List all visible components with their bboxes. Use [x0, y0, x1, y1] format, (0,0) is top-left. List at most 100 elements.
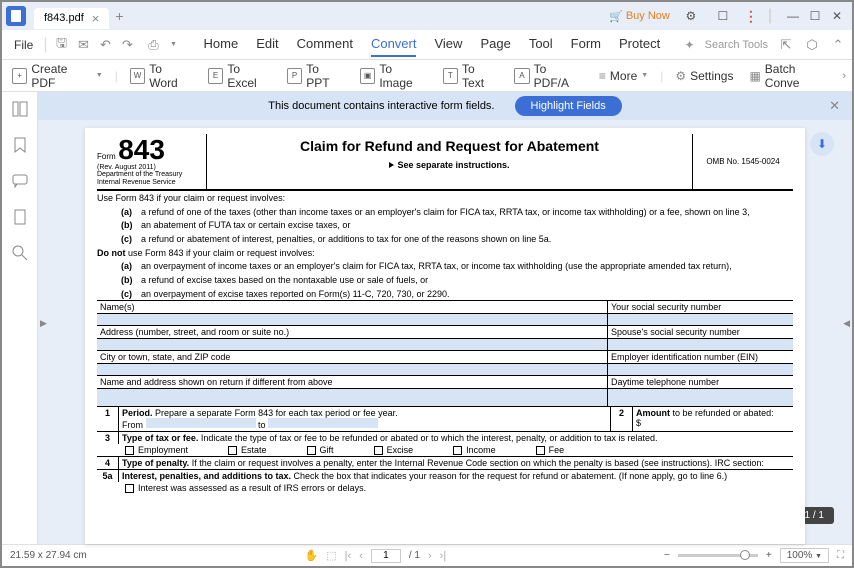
line-3: 3 [97, 432, 119, 444]
gift-icon[interactable]: ⚙ [680, 5, 702, 27]
zoom-out-icon[interactable]: − [664, 550, 670, 561]
news-icon[interactable]: ☐ [712, 5, 734, 27]
tab-form[interactable]: Form [571, 32, 601, 57]
settings-button[interactable]: ⚙Settings [671, 69, 737, 83]
to-word-button[interactable]: WTo Word [126, 62, 196, 90]
file-menu[interactable]: File [8, 38, 39, 52]
tab-tool[interactable]: Tool [529, 32, 553, 57]
first-page-icon[interactable]: |‹ [345, 550, 352, 562]
field-to[interactable] [268, 418, 378, 428]
more-button[interactable]: ≡More▼ [595, 69, 652, 83]
document-tab[interactable]: f843.pdf × [34, 8, 109, 29]
collapse-icon[interactable]: ⌃ [830, 37, 846, 53]
search-tools-input[interactable]: Search Tools [705, 39, 768, 51]
save-icon[interactable]: 🖫 [54, 37, 70, 53]
highlight-fields-button[interactable]: Highlight Fields [515, 96, 622, 116]
form-number: 843 [118, 134, 165, 165]
next-page-icon[interactable]: › [428, 550, 432, 562]
bookmark-icon[interactable] [11, 136, 29, 154]
sidebar-expand-right-icon[interactable]: ◀ [843, 318, 850, 329]
thumbnail-icon[interactable] [11, 100, 29, 118]
form-title: Claim for Refund and Request for Abateme… [211, 138, 688, 154]
last-page-icon[interactable]: ›| [440, 550, 447, 562]
banner-text: This document contains interactive form … [268, 100, 494, 112]
line-2: 2 [611, 407, 633, 431]
minimize-button[interactable]: — [782, 5, 804, 27]
field-spouse-ssn[interactable] [608, 339, 793, 350]
create-pdf-icon: + [12, 68, 27, 84]
check-fee[interactable]: Fee [536, 445, 565, 455]
form-banner: This document contains interactive form … [38, 92, 852, 120]
page-number-input[interactable] [371, 549, 401, 563]
print-icon[interactable]: ⎙ [146, 37, 162, 53]
comment-icon[interactable] [11, 172, 29, 190]
create-pdf-button[interactable]: + Create PDF ▼ [8, 62, 107, 90]
to-pdfa-button[interactable]: ATo PDF/A [510, 62, 587, 90]
add-tab-icon[interactable]: + [115, 8, 123, 24]
redo-icon[interactable]: ↷ [120, 37, 136, 53]
close-window-button[interactable]: ✕ [826, 5, 848, 27]
zoom-in-icon[interactable]: + [766, 550, 772, 561]
field-from[interactable] [146, 418, 256, 428]
check-employment[interactable]: Employment [125, 445, 188, 455]
download-icon[interactable]: ⬇ [810, 132, 834, 156]
field-phone[interactable] [608, 389, 793, 406]
cloud-icon[interactable]: ⬡ [804, 37, 820, 53]
select-tool-icon[interactable]: ⬚ [326, 549, 336, 562]
batch-convert-button[interactable]: ▦Batch Conve [745, 62, 834, 90]
sidebar-expand-left-icon[interactable]: ▶ [40, 318, 47, 329]
tab-view[interactable]: View [434, 32, 462, 57]
buy-now-button[interactable]: 🛒 Buy Now [609, 10, 670, 23]
app-icon [6, 6, 26, 26]
zoom-level[interactable]: 100% ▼ [780, 548, 829, 563]
tab-page[interactable]: Page [480, 32, 510, 57]
tab-protect[interactable]: Protect [619, 32, 660, 57]
to-image-button[interactable]: ▣To Image [356, 62, 431, 90]
form-dept: Department of the Treasury [97, 171, 200, 179]
field-return-name[interactable] [97, 389, 608, 406]
ppt-icon: P [287, 68, 302, 84]
to-ppt-button[interactable]: PTo PPT [283, 62, 348, 90]
check-income[interactable]: Income [453, 445, 496, 455]
to-excel-button[interactable]: ETo Excel [204, 62, 275, 90]
field-names[interactable] [97, 314, 608, 325]
cart-icon: 🛒 [609, 10, 623, 23]
check-estate[interactable]: Estate [228, 445, 267, 455]
print-dropdown-icon[interactable]: ▼ [166, 37, 182, 53]
prev-page-icon[interactable]: ‹ [359, 550, 363, 562]
donot-a: (a)an overpayment of income taxes or an … [97, 261, 793, 273]
text-icon: T [443, 68, 458, 84]
close-tab-icon[interactable]: × [92, 11, 100, 26]
tab-home[interactable]: Home [204, 32, 239, 57]
page-dimensions: 21.59 x 27.94 cm [10, 550, 87, 561]
tab-edit[interactable]: Edit [256, 32, 278, 57]
label-spouse-ssn: Spouse's social security number [608, 326, 793, 338]
attachment-icon[interactable] [11, 208, 29, 226]
mail-icon[interactable]: ✉ [76, 37, 92, 53]
field-city[interactable] [97, 364, 608, 375]
form-revision: (Rev. August 2011) [97, 164, 200, 172]
check-irs-errors[interactable]: Interest was assessed as a result of IRS… [125, 483, 366, 493]
banner-close-icon[interactable]: ✕ [829, 98, 840, 114]
check-excise[interactable]: Excise [374, 445, 414, 455]
use-a: (a)a refund of one of the taxes (other t… [97, 207, 793, 219]
to-text-button[interactable]: TTo Text [439, 62, 503, 90]
menu-dots-icon[interactable]: ⋮ [744, 8, 758, 25]
search-panel-icon[interactable] [11, 244, 29, 262]
maximize-button[interactable]: ☐ [804, 5, 826, 27]
use-c: (c)a refund or abatement of interest, pe… [97, 234, 793, 246]
chevron-right-icon[interactable]: › [842, 70, 846, 82]
field-ssn[interactable] [608, 314, 793, 325]
undo-icon[interactable]: ↶ [98, 37, 114, 53]
zoom-slider[interactable] [678, 554, 758, 557]
share-icon[interactable]: ⇱ [778, 37, 794, 53]
tab-convert[interactable]: Convert [371, 32, 417, 57]
use-b: (b)an abatement of FUTA tax or certain e… [97, 220, 793, 232]
fit-page-icon[interactable]: ⛶ [837, 550, 844, 561]
tab-comment[interactable]: Comment [297, 32, 353, 57]
field-address[interactable] [97, 339, 608, 350]
hand-tool-icon[interactable]: ✋ [305, 549, 319, 562]
line3-content: Type of tax or fee. Indicate the type of… [119, 432, 793, 444]
check-gift[interactable]: Gift [307, 445, 334, 455]
field-ein[interactable] [608, 364, 793, 375]
